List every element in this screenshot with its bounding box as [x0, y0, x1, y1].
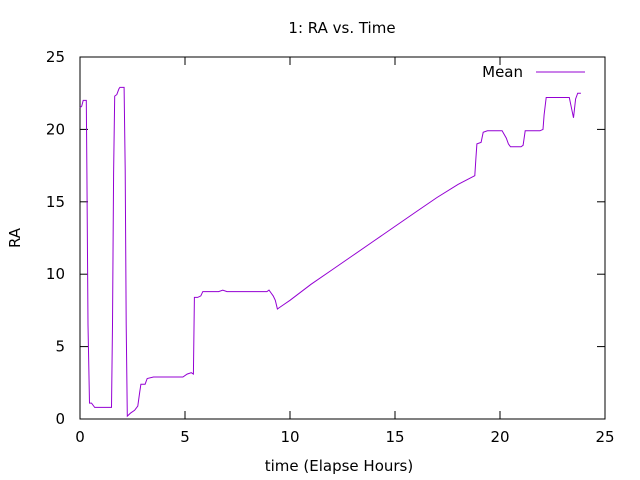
y-tick-label: 25: [46, 48, 65, 66]
x-tick-label: 10: [280, 428, 299, 446]
y-tick-label: 0: [55, 410, 65, 428]
x-tick-label: 20: [490, 428, 509, 446]
y-tick-label: 20: [46, 120, 65, 138]
y-tick-label: 15: [46, 193, 65, 211]
x-tick-label: 5: [180, 428, 190, 446]
y-axis-label: RA: [6, 227, 24, 248]
x-tick-label: 15: [385, 428, 404, 446]
series-line-mean: [79, 86, 581, 418]
x-tick-label: 25: [595, 428, 614, 446]
legend-label: Mean: [482, 63, 523, 81]
plot-frame: [79, 56, 606, 420]
x-axis: 0 5 10 15 20 25: [75, 57, 615, 446]
legend: Mean: [482, 63, 585, 81]
x-axis-label: time (Elapse Hours): [265, 457, 413, 475]
y-tick-label: 10: [46, 265, 65, 283]
y-tick-label: 5: [55, 338, 65, 356]
x-tick-label: 0: [75, 428, 85, 446]
series-layer: [79, 86, 581, 418]
chart-title: 1: RA vs. Time: [288, 19, 395, 37]
y-axis: 0 5 10 15 20 25: [46, 48, 605, 428]
